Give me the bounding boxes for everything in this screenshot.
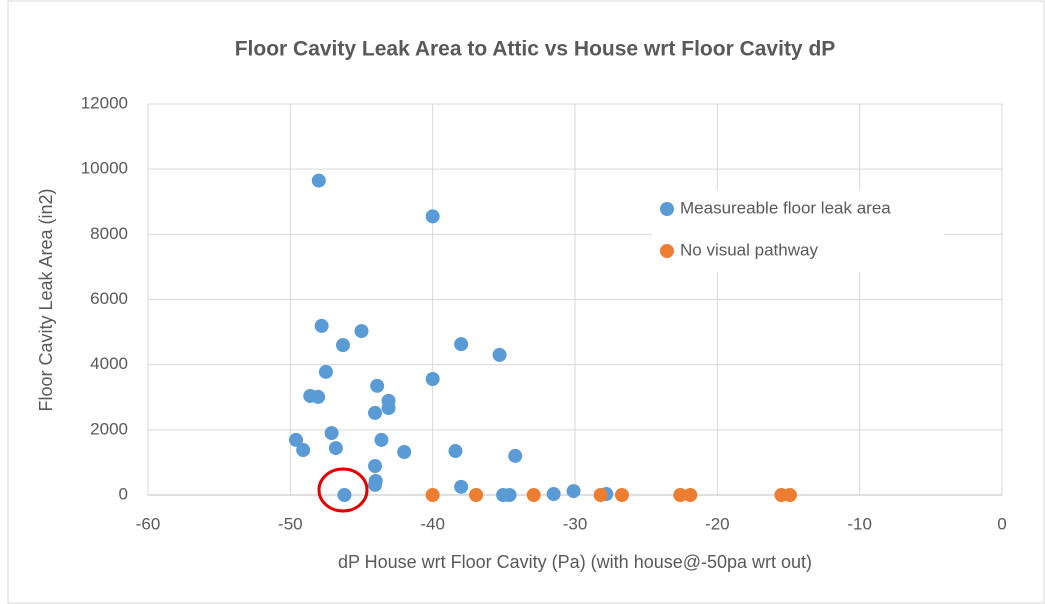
point	[368, 405, 383, 420]
y-tick-label: 0	[119, 484, 128, 503]
point	[454, 479, 469, 494]
point	[381, 401, 396, 416]
point	[508, 448, 523, 463]
x-tick-label: -40	[420, 514, 445, 533]
point	[502, 488, 517, 502]
x-tick-label: 0	[997, 514, 1006, 533]
point	[318, 364, 333, 379]
point	[614, 488, 629, 502]
point	[425, 372, 440, 387]
legend-marker	[660, 244, 674, 258]
x-tick-label: -20	[705, 514, 730, 533]
legend-label: No visual pathway	[680, 240, 818, 259]
point	[469, 488, 484, 502]
x-tick-label: -60	[136, 514, 161, 533]
legend-marker	[660, 202, 674, 216]
point	[311, 389, 326, 404]
point	[425, 209, 440, 224]
point	[546, 487, 561, 502]
legend-box	[652, 190, 944, 272]
point	[566, 484, 581, 499]
chart-title: Floor Cavity Leak Area to Attic vs House…	[235, 38, 836, 61]
point	[337, 488, 352, 502]
point	[526, 488, 541, 502]
y-tick-label: 2000	[90, 419, 128, 438]
y-tick-label: 6000	[90, 289, 128, 308]
highlight-circle	[317, 467, 369, 513]
point	[374, 432, 389, 447]
point	[368, 459, 383, 474]
point	[370, 378, 385, 393]
x-tick-label: -10	[847, 514, 872, 533]
point	[593, 488, 608, 502]
point	[673, 488, 688, 502]
x-tick-label: -50	[278, 514, 303, 533]
legend-label: Measureable floor leak area	[680, 198, 891, 217]
point	[425, 488, 440, 502]
point	[368, 477, 383, 492]
point	[296, 443, 311, 458]
point	[354, 324, 369, 339]
point	[289, 432, 304, 447]
point	[683, 488, 698, 502]
point	[328, 441, 343, 456]
x-tick-label: -30	[563, 514, 588, 533]
point	[782, 488, 797, 502]
point	[324, 426, 339, 441]
point	[314, 318, 329, 333]
y-tick-label: 8000	[90, 224, 128, 243]
x-axis-label: dP House wrt Floor Cavity (Pa) (with hou…	[338, 552, 812, 572]
y-tick-label: 12000	[81, 93, 128, 112]
point	[335, 338, 350, 353]
point	[311, 173, 326, 188]
point	[454, 337, 469, 352]
y-axis-label: Floor Cavity Leak Area (in2)	[36, 188, 56, 411]
point	[448, 444, 463, 459]
y-tick-label: 4000	[90, 354, 128, 373]
point	[397, 444, 412, 459]
y-tick-label: 10000	[81, 159, 128, 178]
point	[492, 347, 507, 362]
chart-border	[7, 0, 1045, 604]
